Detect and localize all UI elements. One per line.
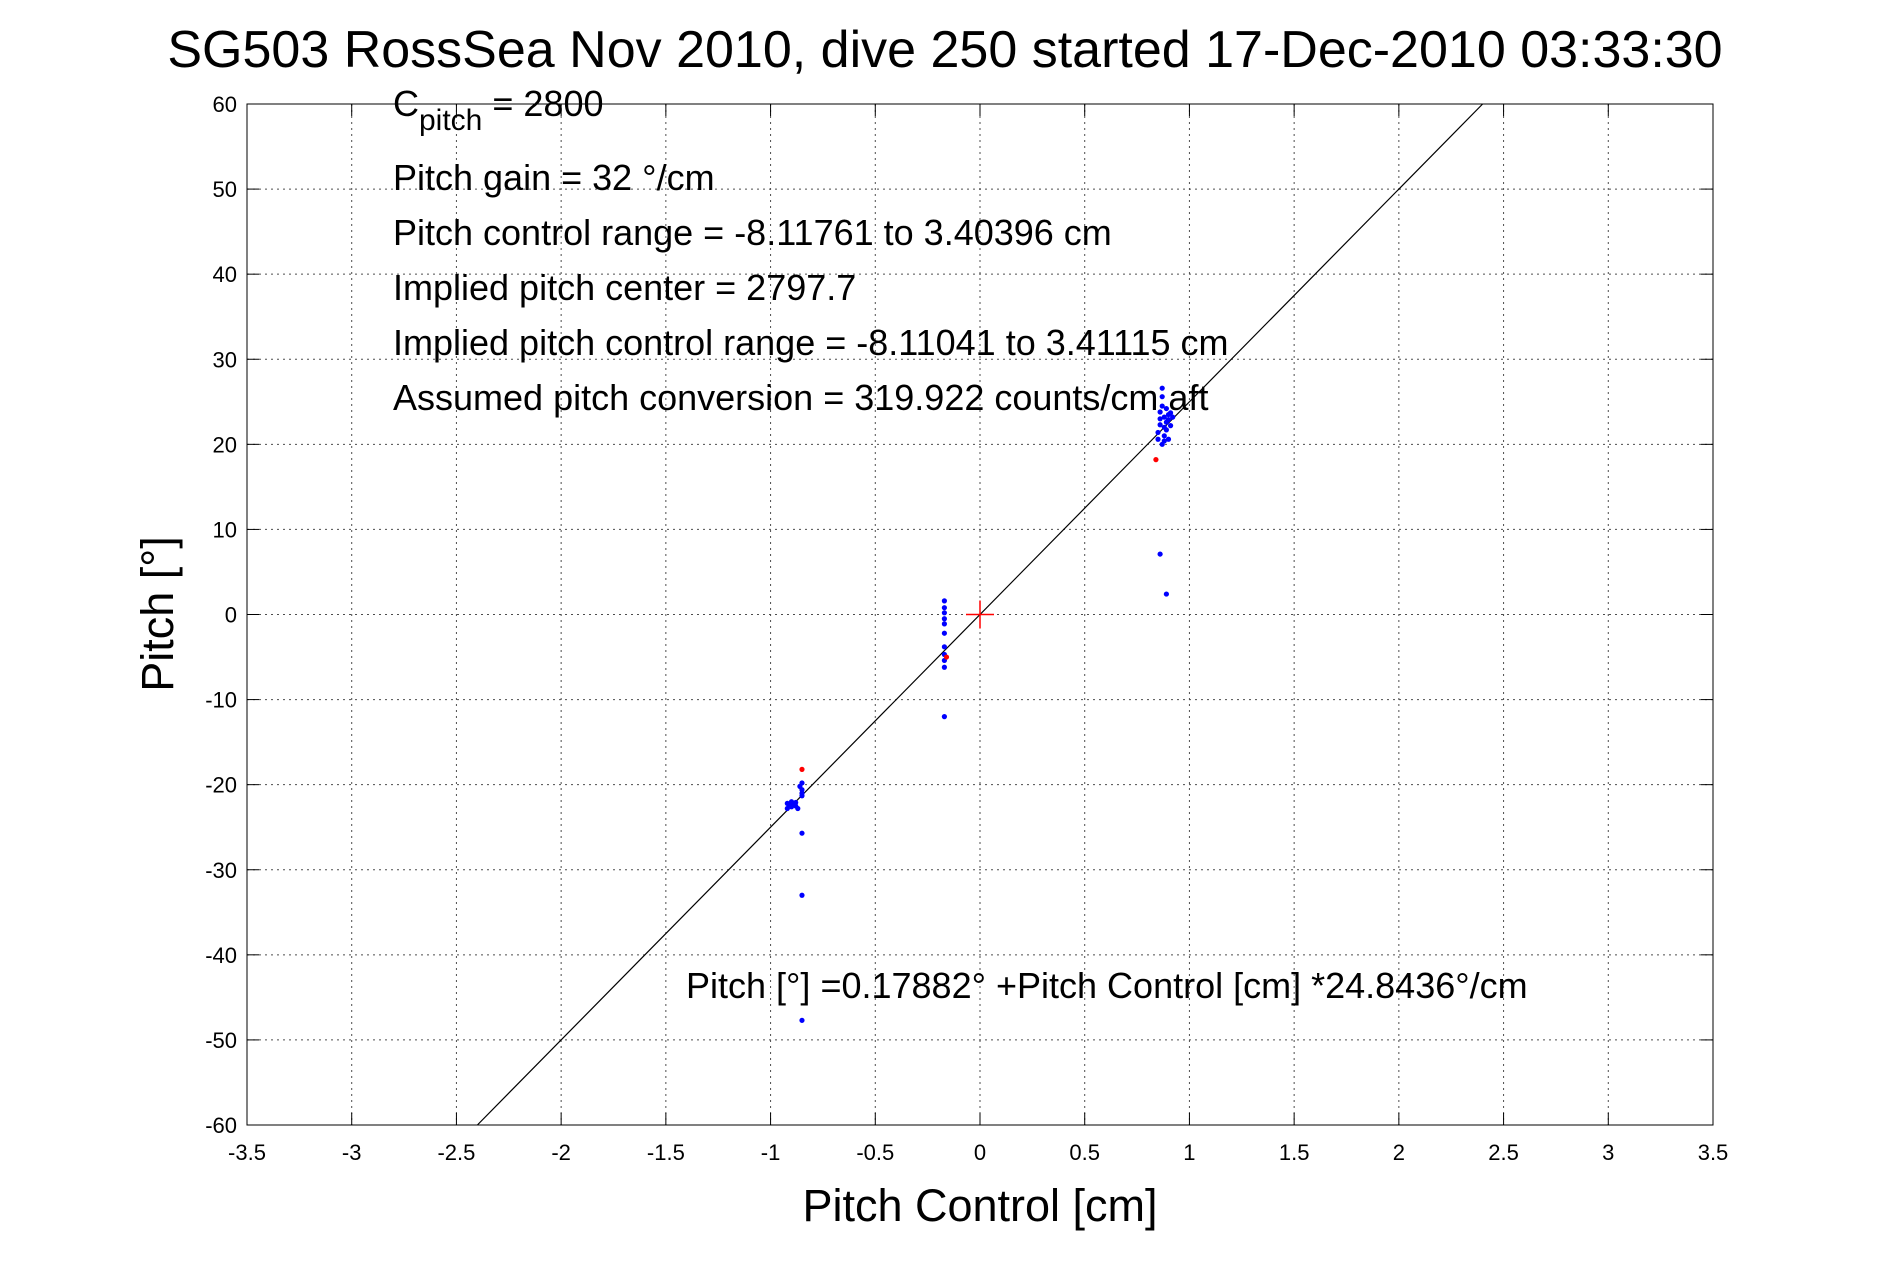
data-point <box>943 654 950 660</box>
data-point <box>799 793 805 799</box>
x-tick-label: 0 <box>974 1140 986 1165</box>
data-point <box>1157 416 1163 422</box>
y-axis-label: Pitch [°] <box>132 536 183 692</box>
data-point <box>1157 409 1163 415</box>
x-tick-label: -2 <box>551 1140 571 1165</box>
data-point <box>1165 436 1172 442</box>
annotation-implied-pitch-center: Implied pitch center = 2797.7 <box>393 267 856 308</box>
y-tick-label: 40 <box>213 262 237 287</box>
annotation-pitch-control-range: Pitch control range = -8.11761 to 3.4039… <box>393 212 1112 253</box>
data-point <box>941 605 947 611</box>
x-tick-label: -0.5 <box>856 1140 894 1165</box>
data-point <box>799 780 805 786</box>
data-point <box>941 598 947 604</box>
y-tick-label: 50 <box>213 177 237 202</box>
x-tick-label: 3.5 <box>1698 1140 1729 1165</box>
data-point <box>1153 457 1159 463</box>
x-tick-labels: -3.5 -3 -2.5 -2 -1.5 -1 -0.5 0 0.5 1 1.5 2 2.5 3 3.5 <box>228 1140 1728 1165</box>
data-point <box>941 630 947 636</box>
origin-marker <box>966 600 994 629</box>
y-tick-label: 30 <box>213 347 237 372</box>
data-point <box>1155 429 1161 436</box>
y-tick-label: -60 <box>205 1113 237 1138</box>
x-axis-label: Pitch Control [cm] <box>802 1180 1157 1231</box>
data-point <box>1165 417 1172 423</box>
data-point <box>941 616 947 622</box>
cpitch-subscript: pitch <box>419 104 482 137</box>
y-tick-label: -30 <box>205 858 237 883</box>
data-points <box>784 385 1176 1023</box>
x-tick-label: 0.5 <box>1069 1140 1100 1165</box>
y-tick-label: -50 <box>205 1028 237 1053</box>
x-tick-label: 3 <box>1602 1140 1614 1165</box>
x-tick-label: -2.5 <box>437 1140 475 1165</box>
data-point <box>799 766 805 772</box>
data-point <box>1161 438 1167 444</box>
cpitch-annotation: Cpitch = 2800 <box>393 83 604 137</box>
x-tick-label: -1 <box>761 1140 781 1165</box>
y-tick-label: -10 <box>205 688 237 713</box>
data-point <box>799 830 805 836</box>
data-point <box>1159 385 1165 391</box>
y-tick-label: 0 <box>225 603 237 628</box>
data-point <box>1167 410 1174 416</box>
y-tick-label: 20 <box>213 432 237 457</box>
y-tick-label: -20 <box>205 773 237 798</box>
x-tick-label: -1.5 <box>647 1140 685 1165</box>
annotation-implied-pitch-control-range: Implied pitch control range = -8.11041 t… <box>393 322 1229 363</box>
data-point <box>793 799 799 806</box>
cpitch-value: = 2800 <box>482 83 603 124</box>
data-point <box>799 1017 805 1023</box>
data-point <box>1157 551 1163 557</box>
data-point <box>1155 436 1161 442</box>
y-tick-label: -40 <box>205 943 237 968</box>
cpitch-symbol: C <box>393 83 419 124</box>
data-point <box>1159 394 1165 400</box>
data-point <box>941 714 947 720</box>
data-point <box>1170 414 1176 420</box>
data-point <box>941 610 947 616</box>
x-tick-label: 1 <box>1183 1140 1195 1165</box>
data-point <box>799 892 805 898</box>
x-tick-label: 2.5 <box>1488 1140 1519 1165</box>
fit-equation: Pitch [°] =0.17882° +Pitch Control [cm] … <box>686 965 1528 1006</box>
chart-title: SG503 RossSea Nov 2010, dive 250 started… <box>167 21 1722 79</box>
data-point <box>941 664 947 670</box>
data-point <box>1167 423 1174 429</box>
x-tick-label: 1.5 <box>1279 1140 1310 1165</box>
y-tick-label: 60 <box>213 92 237 117</box>
data-point <box>1161 414 1167 420</box>
x-tick-label: -3 <box>342 1140 362 1165</box>
data-point <box>941 621 947 627</box>
data-point <box>795 805 801 812</box>
data-point <box>1161 433 1167 439</box>
annotation-pitch-gain: Pitch gain = 32 °/cm <box>393 157 715 198</box>
plot-area-frame <box>246 103 1714 1126</box>
annotation-assumed-pitch-conversion: Assumed pitch conversion = 319.922 count… <box>393 377 1208 418</box>
x-tick-label: -3.5 <box>228 1140 266 1165</box>
data-point <box>1163 591 1169 597</box>
data-point <box>941 644 947 650</box>
y-tick-label: 10 <box>213 517 237 542</box>
x-tick-label: 2 <box>1393 1140 1405 1165</box>
data-point <box>1157 422 1163 428</box>
data-point <box>1159 403 1165 409</box>
data-point <box>1163 427 1169 433</box>
y-tick-labels: -60 -50 -40 -30 -20 -10 0 10 20 30 40 50 60 <box>205 92 237 1138</box>
data-point <box>1163 405 1169 412</box>
